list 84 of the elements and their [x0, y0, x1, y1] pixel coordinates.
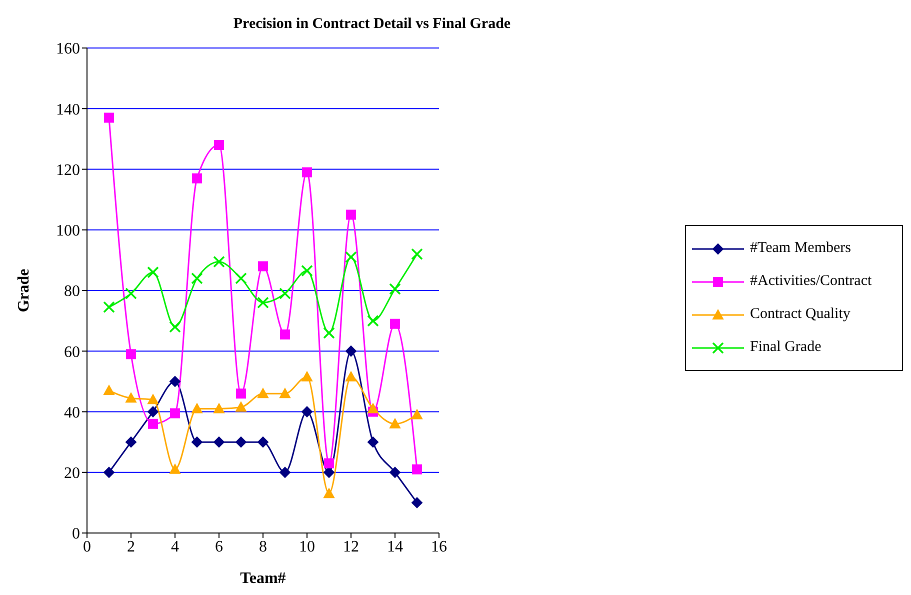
legend-label: #Team Members	[750, 240, 852, 257]
point	[104, 466, 114, 478]
x-tick-label: 12	[343, 538, 359, 556]
point	[302, 167, 312, 178]
x-axis-title: Team#	[240, 570, 286, 587]
point	[412, 464, 422, 474]
y-tick-label: 0	[72, 526, 80, 543]
point	[126, 349, 136, 360]
point	[126, 392, 136, 403]
point	[170, 464, 180, 474]
point	[345, 251, 357, 264]
legend-label: Contract Quality	[750, 306, 850, 323]
x-tick-label: 16	[431, 538, 447, 556]
point	[301, 264, 313, 277]
x-tick-label: 4	[171, 538, 179, 556]
y-tick-label: 140	[56, 101, 80, 118]
x-tick-label: 10	[299, 538, 315, 556]
point	[214, 403, 224, 414]
x-tick-label: 14	[387, 538, 403, 556]
y-tick-label: 40	[64, 404, 80, 422]
point	[346, 210, 356, 220]
point	[412, 409, 422, 420]
point	[324, 488, 334, 498]
point	[148, 394, 158, 404]
point	[258, 388, 268, 398]
point	[302, 406, 312, 418]
point	[324, 458, 334, 468]
point	[236, 388, 246, 399]
x-tick-label: 8	[259, 538, 267, 556]
y-tick-label: 160	[56, 40, 80, 58]
point	[411, 248, 423, 260]
point	[192, 436, 202, 448]
point	[214, 436, 224, 448]
point	[412, 497, 422, 508]
point	[103, 301, 115, 314]
point	[125, 288, 137, 300]
y-tick-label: 80	[64, 283, 80, 300]
point	[235, 272, 247, 284]
point	[390, 418, 400, 428]
point	[302, 371, 312, 382]
point	[236, 402, 246, 412]
point	[191, 272, 203, 284]
point	[346, 371, 356, 382]
point	[148, 406, 158, 418]
point	[214, 140, 224, 150]
point	[389, 283, 401, 295]
y-axis-title: Grade	[16, 268, 33, 312]
point	[390, 466, 400, 478]
x-tick-label: 2	[127, 538, 135, 556]
point	[236, 436, 246, 448]
point	[368, 436, 378, 448]
legend-label: Final Grade	[750, 339, 822, 356]
y-tick-label: 60	[64, 344, 80, 361]
point	[126, 436, 136, 448]
point	[192, 173, 202, 184]
point	[280, 466, 290, 478]
point	[280, 388, 290, 398]
x-tick-label: 6	[215, 538, 223, 556]
point	[213, 256, 225, 268]
point	[170, 408, 180, 418]
x-tick-label: 0	[83, 538, 91, 556]
point	[257, 296, 269, 309]
point	[280, 329, 290, 340]
point	[390, 318, 400, 329]
y-tick-label: 100	[56, 222, 80, 240]
point	[279, 288, 291, 300]
point	[170, 376, 180, 387]
point	[346, 346, 356, 357]
point	[104, 385, 114, 396]
point	[324, 466, 334, 478]
point	[104, 112, 114, 123]
point	[323, 327, 335, 339]
point	[368, 403, 378, 414]
point	[148, 418, 158, 429]
point	[169, 320, 181, 333]
y-tick-label: 20	[64, 465, 80, 482]
point	[258, 261, 268, 272]
y-tick-label: 120	[56, 162, 80, 179]
point	[192, 403, 202, 414]
point	[147, 266, 159, 278]
chart-title: Precision in Contract Detail vs Final Grade	[233, 16, 511, 32]
point	[367, 314, 379, 327]
point	[258, 436, 268, 448]
legend-label: #Activities/Contract	[750, 273, 872, 290]
